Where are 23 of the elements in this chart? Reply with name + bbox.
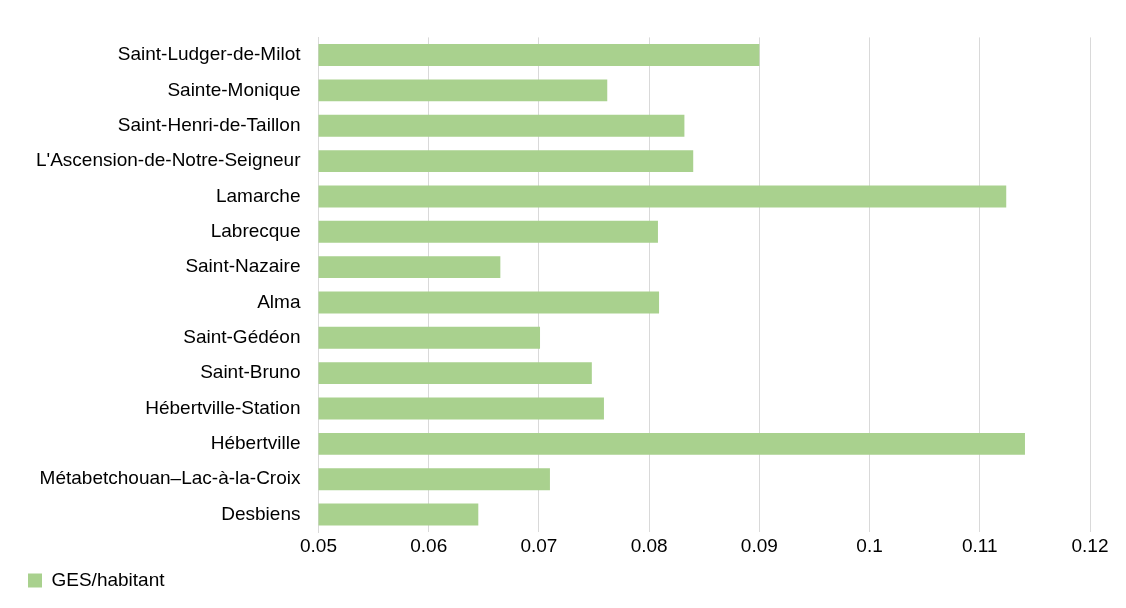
- y-tick-label: Hébertville: [210, 432, 301, 454]
- x-tick-label: 0.06: [410, 534, 448, 556]
- y-tick-label: Saint-Bruno: [200, 361, 301, 383]
- y-tick-label: Saint-Gédéon: [183, 326, 301, 348]
- y-tick-label: Saint-Ludger-de-Milot: [117, 43, 302, 65]
- y-tick-label: Labrecque: [210, 220, 301, 242]
- x-tick-label: 0.05: [300, 534, 337, 556]
- y-tick-label: Saint-Henri-de-Taillon: [117, 113, 301, 135]
- y-tick-label: Hébertville-Station: [145, 396, 301, 418]
- y-tick-label: Alma: [257, 290, 301, 312]
- x-tick-label: 0.07: [520, 534, 558, 556]
- x-tick-label: 0.1: [856, 534, 883, 556]
- legend-label: GES/habitant: [51, 568, 166, 590]
- y-tick-label: L'Ascension-de-Notre-Seigneur: [35, 149, 302, 171]
- y-tick-label: Saint-Nazaire: [185, 255, 301, 277]
- x-tick-label: 0.12: [1071, 534, 1109, 556]
- x-tick-label: 0.08: [630, 534, 668, 556]
- x-tick-label: 0.11: [961, 534, 998, 556]
- y-tick-label: Métabetchouan–Lac-à-la-Croix: [39, 467, 301, 489]
- y-tick-label: Sainte-Monique: [167, 78, 301, 100]
- y-tick-label: Desbiens: [221, 502, 301, 524]
- y-tick-label: Lamarche: [215, 184, 301, 206]
- x-tick-label: 0.09: [740, 534, 778, 556]
